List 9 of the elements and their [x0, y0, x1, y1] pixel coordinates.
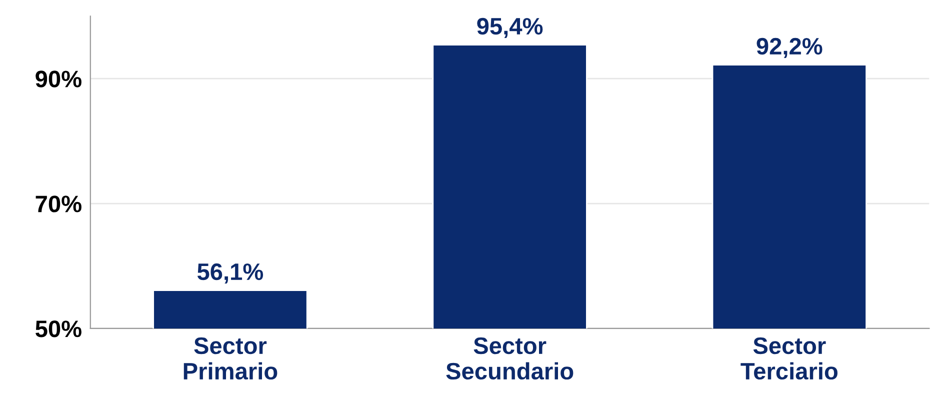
y-tick-label: 70% — [36, 196, 82, 212]
x-tick-label: Sector Secundario — [446, 337, 574, 380]
x-tick-label: Sector Terciario — [740, 337, 838, 380]
y-tick-label: 90% — [36, 70, 82, 88]
data-label: 56,1% — [197, 263, 264, 284]
data-label: 95,4% — [477, 18, 543, 38]
x-tick-label: Sector Primario — [184, 337, 278, 380]
data-label: 92,2% — [756, 38, 822, 58]
y-tick-label: 50% — [36, 320, 82, 338]
